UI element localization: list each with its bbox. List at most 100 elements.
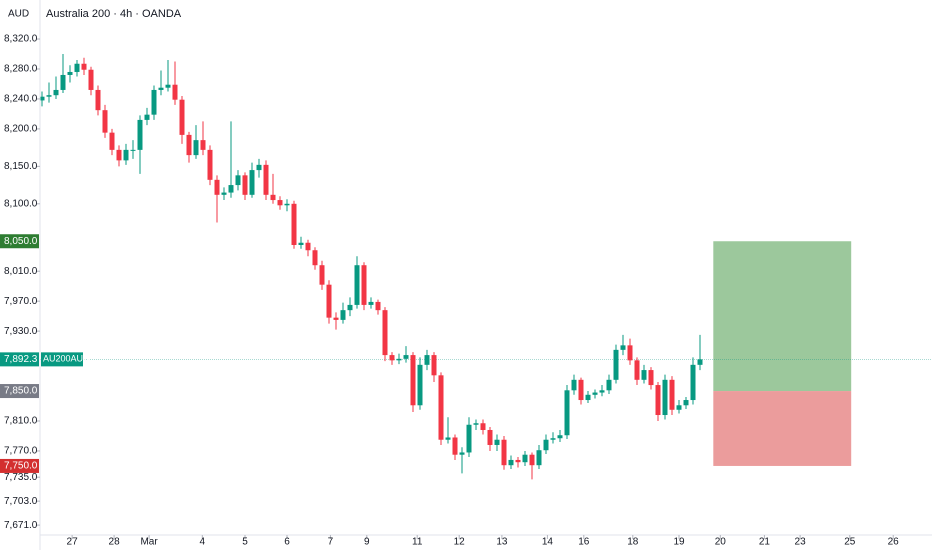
symbol-tag: AU200AUD [43, 354, 90, 364]
x-tick-label: 6 [284, 537, 290, 548]
y-tick-label: 8,010.0 [4, 266, 38, 277]
candle-body [214, 179, 220, 195]
x-tick-label: 4 [200, 537, 206, 548]
candle-body [347, 304, 353, 311]
candle-body [137, 119, 143, 150]
candle-body [690, 364, 696, 401]
price-label-bg [0, 234, 39, 249]
candle-body [39, 96, 45, 101]
candle-body [466, 424, 472, 453]
candle-body [662, 379, 668, 416]
candle-body [578, 379, 584, 401]
candle-body [144, 114, 150, 120]
x-tick-label: 18 [627, 537, 639, 548]
candle-body [431, 355, 437, 376]
candle-body [648, 370, 654, 386]
candle-body [445, 437, 451, 440]
plot-area [39, 54, 932, 480]
y-tick-label: 8,200.0 [4, 124, 38, 135]
candle-body [263, 164, 269, 195]
x-tick-label: 20 [715, 537, 727, 548]
candle-body [200, 140, 206, 150]
candle-body [382, 310, 388, 356]
y-tick-label: 8,100.0 [4, 198, 38, 209]
candle-body [424, 355, 430, 365]
candle-body [585, 394, 591, 401]
candle-body [291, 203, 297, 245]
candle-body [697, 359, 703, 365]
y-tick-label: 7,970.0 [4, 296, 38, 307]
candle-body [284, 203, 290, 206]
candle-body [319, 265, 325, 285]
candle-body [340, 310, 346, 320]
loss-zone [713, 391, 852, 466]
x-tick-label: 28 [109, 537, 121, 548]
candle-body [221, 192, 227, 195]
x-tick-label: Mar [140, 537, 158, 548]
candle-body [46, 95, 52, 97]
price-label: 7,750.0 [4, 461, 38, 472]
candle-body [529, 454, 535, 466]
axis-unit: AUD [8, 9, 29, 20]
candle-body [459, 452, 465, 455]
candle-body [522, 454, 528, 463]
y-tick-label: 8,240.0 [4, 94, 38, 105]
candle-body [417, 364, 423, 406]
candle-body [242, 175, 248, 195]
candle-body [620, 345, 626, 350]
candle-body [172, 84, 178, 100]
candle-body [634, 360, 640, 380]
candle-body [123, 149, 129, 161]
symbol-tag-bg [41, 352, 83, 367]
candle-body [627, 345, 633, 361]
x-tick-label: 12 [454, 537, 466, 548]
candle-body [375, 301, 381, 311]
candle-body [501, 439, 507, 466]
candle-body [277, 200, 283, 206]
candle-body [235, 175, 241, 186]
candle-body [179, 99, 185, 135]
candle-body [298, 242, 304, 245]
candle-body [256, 164, 262, 171]
y-tick-label: 7,671.0 [4, 520, 38, 531]
candle-body [67, 71, 73, 75]
candle-body [389, 355, 395, 361]
y-tick-label: 8,280.0 [4, 64, 38, 75]
x-tick-label: 13 [496, 537, 508, 548]
candle-body [571, 379, 577, 391]
profit-zone [713, 241, 852, 392]
candle-body [53, 89, 59, 96]
candle-body [669, 379, 675, 410]
x-tick-label: 25 [844, 537, 856, 548]
candle-body [655, 385, 661, 416]
candle-body [592, 392, 598, 395]
candle-body [333, 317, 339, 320]
candle-body [81, 63, 87, 70]
y-tick-label: 7,735.0 [4, 472, 38, 483]
candle-body [676, 405, 682, 410]
candle-body [102, 110, 108, 133]
candle-body [494, 439, 500, 445]
candle-body [606, 379, 612, 391]
candle-body [599, 390, 605, 393]
candle-body [557, 435, 563, 439]
chart-title: Australia 200 · 4h · OANDA [46, 8, 182, 20]
candle-body [186, 134, 192, 156]
x-tick-label: 26 [888, 537, 900, 548]
y-tick-label: 7,810.0 [4, 416, 38, 427]
candle-body [487, 429, 493, 445]
x-tick-label: 11 [412, 537, 423, 548]
candle-body [613, 349, 619, 380]
price-label: 7,892.3 [4, 354, 38, 365]
candle-body [361, 265, 367, 305]
price-label-bg [0, 384, 39, 399]
candle-body [536, 450, 542, 466]
candle-body [109, 132, 115, 150]
candle-body [116, 149, 122, 161]
x-tick-label: 7 [328, 537, 334, 548]
x-tick-label: 23 [795, 537, 807, 548]
y-tick-label: 8,150.0 [4, 161, 38, 172]
candle-body [396, 358, 402, 361]
candle-body [228, 185, 234, 193]
y-tick-label: 7,930.0 [4, 326, 38, 337]
